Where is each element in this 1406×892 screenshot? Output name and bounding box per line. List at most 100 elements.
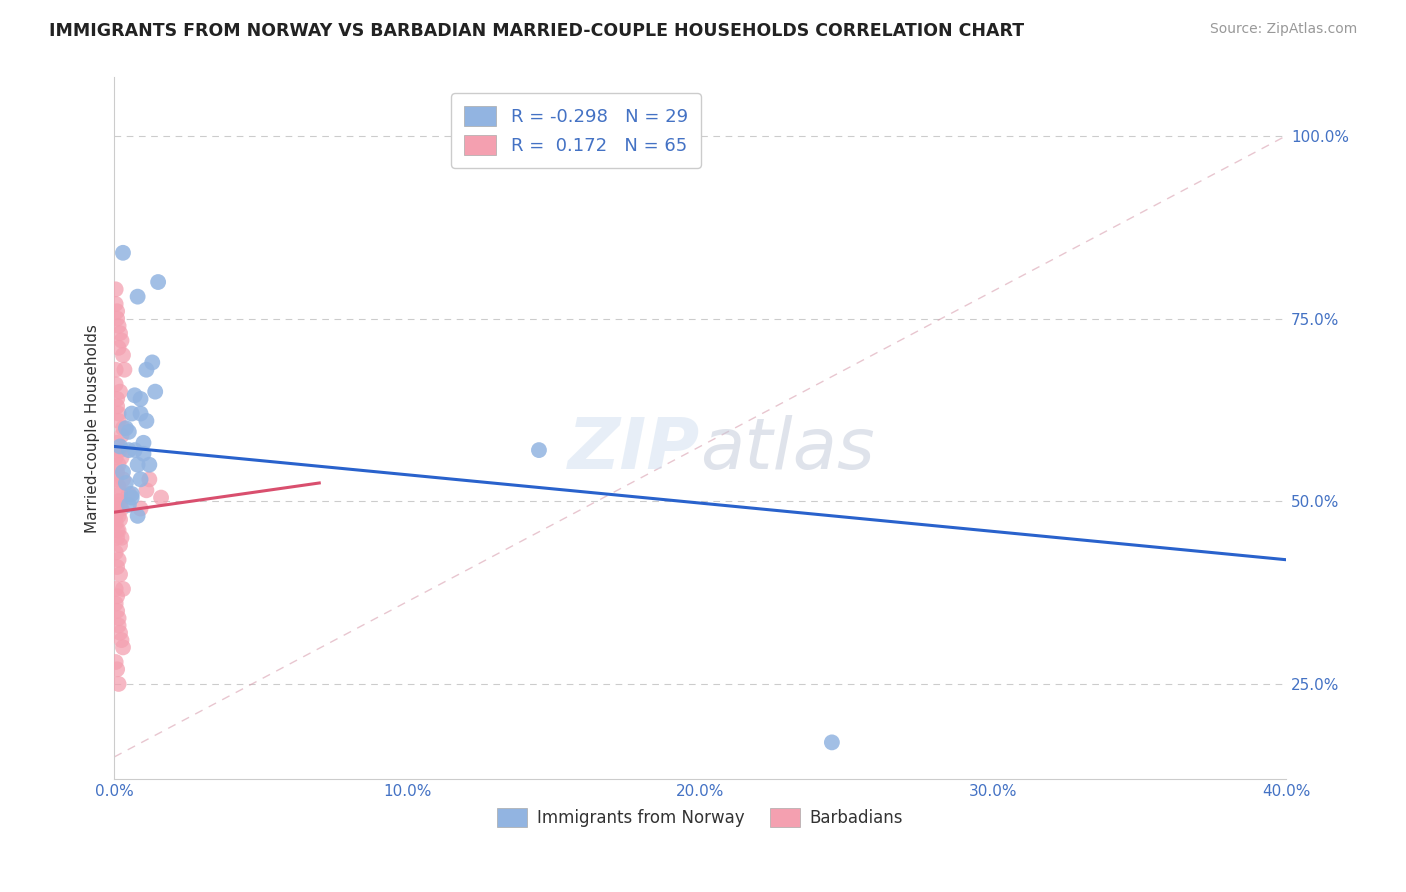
Point [104, 362, 127, 376]
Point [107, 611, 129, 625]
Point [107, 480, 129, 494]
Point [108, 625, 131, 640]
Point [110, 531, 132, 545]
Point [105, 604, 128, 618]
Point [107, 494, 129, 508]
Y-axis label: Married-couple Households: Married-couple Households [86, 324, 100, 533]
Text: Source: ZipAtlas.com: Source: ZipAtlas.com [1209, 22, 1357, 37]
Point [105, 399, 128, 413]
Point [111, 421, 134, 435]
Point [118, 443, 141, 458]
Point [141, 355, 163, 369]
Point [104, 655, 127, 669]
Point [114, 362, 136, 376]
Point [821, 735, 844, 749]
Point [104, 516, 127, 531]
Point [118, 498, 141, 512]
Point [115, 475, 138, 490]
Point [105, 311, 128, 326]
Point [107, 677, 129, 691]
Point [527, 443, 550, 458]
Point [110, 450, 132, 465]
Point [107, 318, 129, 333]
Point [107, 552, 129, 566]
Point [118, 425, 141, 439]
Point [135, 414, 157, 428]
Point [111, 640, 134, 655]
Point [107, 508, 129, 523]
Point [104, 377, 127, 392]
Point [146, 275, 169, 289]
Point [110, 334, 132, 348]
Point [104, 450, 127, 465]
Point [124, 388, 146, 402]
Point [108, 326, 131, 341]
Point [105, 392, 128, 406]
Text: IMMIGRANTS FROM NORWAY VS BARBADIAN MARRIED-COUPLE HOUSEHOLDS CORRELATION CHART: IMMIGRANTS FROM NORWAY VS BARBADIAN MARR… [49, 22, 1025, 40]
Point [108, 384, 131, 399]
Point [107, 524, 129, 538]
Point [107, 341, 129, 355]
Point [127, 508, 149, 523]
Point [107, 414, 129, 428]
Point [111, 465, 134, 479]
Legend: Immigrants from Norway, Barbadians: Immigrants from Norway, Barbadians [491, 802, 910, 834]
Point [111, 348, 134, 362]
Point [105, 501, 128, 516]
Point [135, 483, 157, 498]
Point [105, 304, 128, 318]
Point [138, 472, 160, 486]
Point [129, 392, 152, 406]
Point [104, 297, 127, 311]
Point [105, 662, 128, 676]
Point [107, 618, 129, 632]
Point [105, 531, 128, 545]
Point [129, 407, 152, 421]
Point [111, 472, 134, 486]
Point [118, 487, 141, 501]
Point [104, 282, 127, 296]
Point [108, 512, 131, 526]
Point [107, 494, 129, 508]
Point [150, 491, 173, 505]
Point [127, 290, 149, 304]
Point [132, 447, 155, 461]
Point [108, 567, 131, 582]
Point [111, 582, 134, 596]
Point [104, 545, 127, 559]
Point [129, 501, 152, 516]
Point [108, 443, 131, 458]
Point [110, 501, 132, 516]
Point [124, 443, 146, 458]
Point [105, 435, 128, 450]
Point [104, 508, 127, 523]
Point [115, 421, 138, 435]
Point [108, 498, 131, 512]
Point [108, 440, 131, 454]
Point [105, 589, 128, 603]
Point [104, 597, 127, 611]
Point [138, 458, 160, 472]
Point [105, 524, 128, 538]
Point [143, 384, 166, 399]
Point [121, 487, 143, 501]
Text: ZIP: ZIP [568, 415, 700, 483]
Text: atlas: atlas [700, 415, 875, 483]
Point [105, 560, 128, 574]
Point [110, 428, 132, 442]
Point [121, 407, 143, 421]
Point [129, 472, 152, 486]
Point [104, 472, 127, 486]
Point [105, 465, 128, 479]
Point [107, 458, 129, 472]
Point [132, 435, 155, 450]
Point [111, 245, 134, 260]
Point [108, 538, 131, 552]
Point [110, 633, 132, 648]
Point [104, 582, 127, 596]
Point [121, 491, 143, 505]
Point [135, 362, 157, 376]
Point [107, 407, 129, 421]
Point [108, 487, 131, 501]
Point [127, 458, 149, 472]
